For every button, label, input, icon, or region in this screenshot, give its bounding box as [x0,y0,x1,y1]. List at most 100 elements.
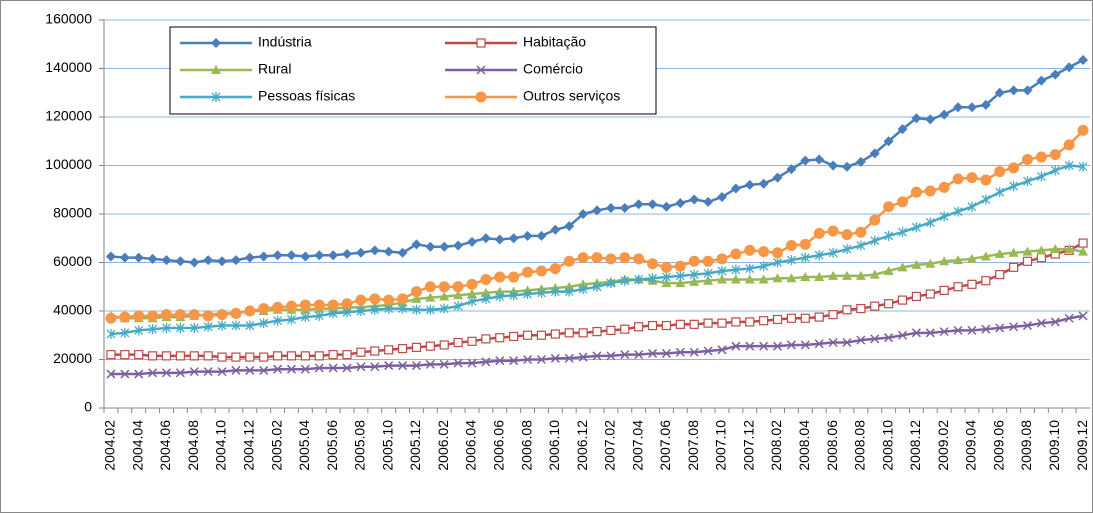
marker [425,359,435,369]
marker [495,291,505,302]
marker [661,201,672,212]
marker [689,276,700,286]
marker [967,325,977,335]
marker [106,350,116,360]
marker [911,113,922,124]
marker [439,340,449,350]
marker [1009,262,1019,272]
marker [828,270,839,280]
marker [286,351,297,361]
x-tick-label: 2005.08 [352,420,368,471]
marker [439,359,449,369]
marker [925,217,935,228]
marker [314,250,325,261]
x-tick-label: 2004.12 [241,420,257,471]
marker [203,367,213,377]
marker [161,255,172,266]
marker [980,174,992,186]
marker [1078,161,1088,172]
marker [772,247,784,259]
marker [453,240,464,251]
marker [147,253,158,264]
marker [134,350,144,360]
marker [800,155,811,166]
marker [647,320,658,331]
y-tick-label: 20000 [53,350,92,366]
marker [689,319,699,329]
marker [439,291,450,301]
marker [1009,181,1019,192]
marker [578,209,589,219]
marker [800,252,810,263]
marker [258,251,269,262]
marker [995,187,1005,198]
marker [105,312,117,324]
marker [148,351,158,361]
legend-label: Indústria [258,34,312,50]
marker [855,226,867,238]
x-tick-label: 2004.10 [213,420,229,471]
marker [758,178,769,189]
marker [300,364,310,374]
marker [384,361,394,371]
marker [174,309,186,321]
marker [564,353,574,363]
marker [481,293,491,304]
marker [300,251,311,262]
marker [578,352,588,362]
marker [286,364,297,374]
marker [800,313,810,323]
series [106,238,1088,362]
marker [731,341,741,351]
marker [231,365,241,375]
marker [1036,171,1046,182]
marker [939,327,949,337]
marker [884,230,894,241]
marker [828,337,838,348]
marker [730,274,741,284]
marker [939,211,949,222]
x-tick-label: 2008.06 [824,420,840,471]
marker [592,327,602,337]
marker [383,294,395,306]
marker [563,255,575,267]
marker [522,266,534,278]
marker [842,337,852,348]
marker [536,287,546,298]
marker [689,269,699,280]
marker [189,322,199,333]
x-tick-label: 2006.12 [574,420,590,471]
marker [994,166,1006,178]
marker [674,260,686,272]
marker [564,286,574,297]
marker [1008,162,1020,174]
marker [703,346,713,356]
marker [536,354,546,365]
x-tick-label: 2005.04 [296,420,312,471]
marker [412,304,421,315]
marker [523,354,533,365]
marker [189,367,199,377]
marker [856,240,866,251]
marker [217,320,227,331]
marker [773,341,783,351]
marker [1036,318,1046,328]
marker [939,109,950,120]
marker [231,352,241,362]
marker [536,230,547,241]
marker [745,317,755,327]
marker [981,194,991,205]
marker [550,353,560,363]
marker [759,341,769,351]
marker [731,264,741,275]
marker [452,281,464,293]
marker [592,205,602,216]
marker [759,316,769,326]
marker [245,320,255,331]
x-tick-label: 2006.08 [518,420,534,471]
x-tick-label: 2005.12 [407,420,423,471]
x-tick-label: 2007.08 [685,420,701,471]
legend-label: Outros serviços [523,88,620,104]
marker [744,274,755,284]
marker [425,341,435,351]
